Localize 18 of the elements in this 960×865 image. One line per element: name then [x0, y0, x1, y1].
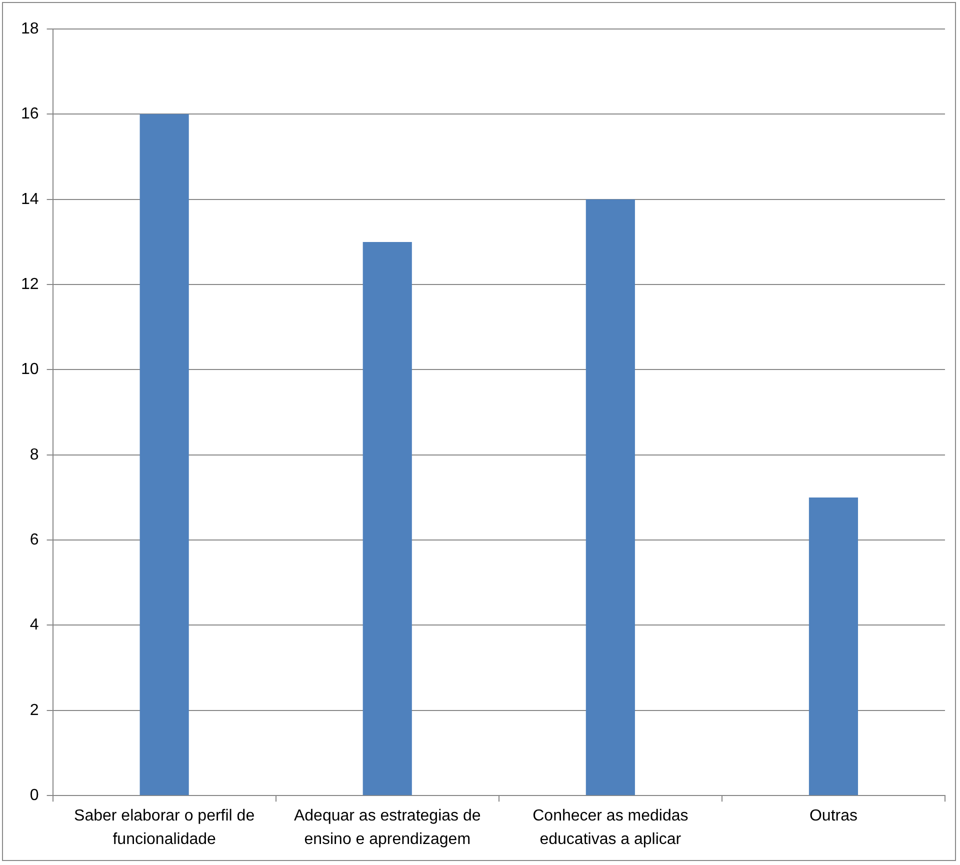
- y-tick-label: 8: [30, 446, 39, 464]
- y-tick-label: 2: [30, 702, 39, 719]
- y-tick-label: 10: [21, 361, 39, 378]
- y-tick-label: 0: [30, 787, 39, 804]
- x-tick-label: Adequar as estrategias de ensino e aprendizagem: [294, 808, 481, 848]
- y-tick-label: 14: [21, 190, 39, 208]
- y-tick-label: 18: [21, 20, 39, 38]
- x-tick-label: Outras: [809, 808, 858, 825]
- bar: [362, 242, 412, 796]
- y-tick-label: 16: [21, 106, 39, 123]
- y-tick-label: 12: [21, 276, 39, 293]
- x-tick-label: Conhecer as medidas educativas a aplicar: [532, 808, 688, 848]
- bar: [586, 199, 635, 796]
- bar: [140, 114, 189, 796]
- y-tick-label: 6: [30, 531, 39, 548]
- x-tick-label: Saber elaborar o perfil de funcionalidade: [74, 808, 255, 848]
- bar: [808, 497, 858, 796]
- y-tick-label: 4: [30, 616, 39, 634]
